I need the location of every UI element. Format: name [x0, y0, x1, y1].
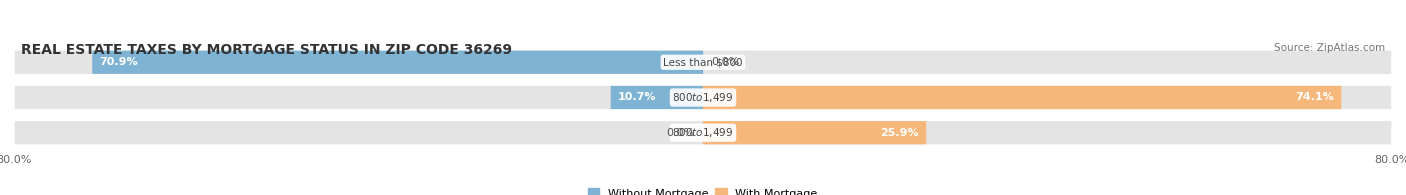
FancyBboxPatch shape: [14, 120, 1392, 145]
FancyBboxPatch shape: [14, 85, 1392, 110]
Text: 10.7%: 10.7%: [617, 92, 657, 103]
Text: Less than $800: Less than $800: [664, 57, 742, 67]
Text: 74.1%: 74.1%: [1295, 92, 1334, 103]
Text: REAL ESTATE TAXES BY MORTGAGE STATUS IN ZIP CODE 36269: REAL ESTATE TAXES BY MORTGAGE STATUS IN …: [21, 43, 512, 57]
Text: 0.0%: 0.0%: [711, 57, 740, 67]
Text: Source: ZipAtlas.com: Source: ZipAtlas.com: [1274, 43, 1385, 53]
FancyBboxPatch shape: [14, 50, 1392, 75]
FancyBboxPatch shape: [703, 121, 927, 144]
Text: 70.9%: 70.9%: [100, 57, 138, 67]
FancyBboxPatch shape: [610, 86, 703, 109]
Text: 0.0%: 0.0%: [666, 128, 695, 138]
Legend: Without Mortgage, With Mortgage: Without Mortgage, With Mortgage: [583, 184, 823, 195]
FancyBboxPatch shape: [703, 86, 1341, 109]
Text: $800 to $1,499: $800 to $1,499: [672, 126, 734, 139]
Text: $800 to $1,499: $800 to $1,499: [672, 91, 734, 104]
FancyBboxPatch shape: [93, 51, 703, 74]
Text: 25.9%: 25.9%: [880, 128, 920, 138]
